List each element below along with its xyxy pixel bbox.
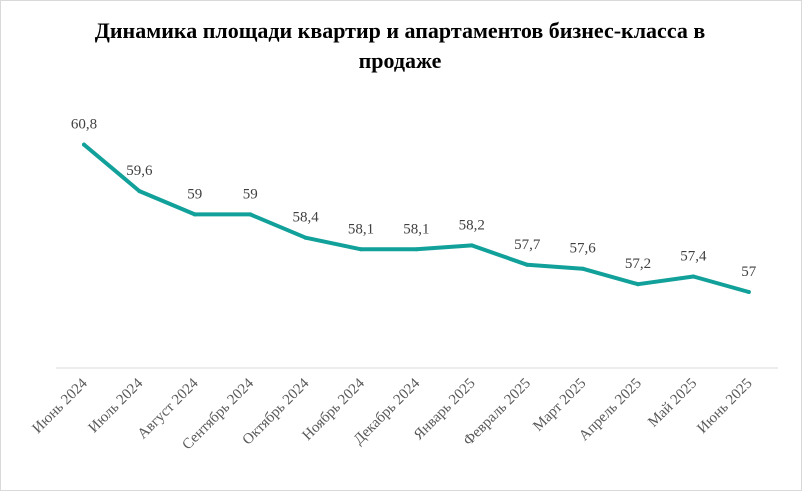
data-point (525, 262, 530, 267)
data-label: 57,4 (680, 249, 707, 265)
data-point (580, 266, 585, 271)
data-point (636, 282, 640, 287)
data-label: 60,8 (71, 117, 97, 133)
data-point (303, 235, 308, 240)
data-point (248, 212, 253, 217)
data-point (82, 142, 86, 147)
data-label: 58,1 (348, 221, 374, 237)
data-point (746, 290, 751, 294)
data-label: 58,4 (292, 210, 319, 226)
data-label: 57 (741, 264, 757, 280)
data-point (192, 212, 197, 217)
data-label: 59 (243, 186, 258, 202)
x-tick-label: Июнь 2025 (694, 376, 755, 437)
data-point (359, 247, 363, 252)
chart-title: Динамика площади квартир и апартаментов … (94, 18, 706, 73)
data-point (414, 247, 419, 252)
x-tick-label: Март 2025 (530, 376, 589, 435)
data-label: 59,6 (126, 163, 153, 179)
data-point (137, 189, 142, 194)
data-label: 59 (187, 186, 202, 202)
x-tick-label: Июнь 2024 (30, 375, 92, 437)
data-point (691, 274, 696, 279)
x-tick-label: Июль 2024 (86, 375, 147, 436)
data-label: 58,1 (403, 221, 429, 237)
data-point (469, 243, 474, 248)
data-label: 58,2 (459, 217, 485, 233)
data-label: 57,7 (514, 237, 541, 253)
data-label: 57,6 (569, 241, 596, 257)
x-tick-label: Май 2025 (645, 376, 700, 431)
data-label: 57,2 (625, 256, 651, 272)
